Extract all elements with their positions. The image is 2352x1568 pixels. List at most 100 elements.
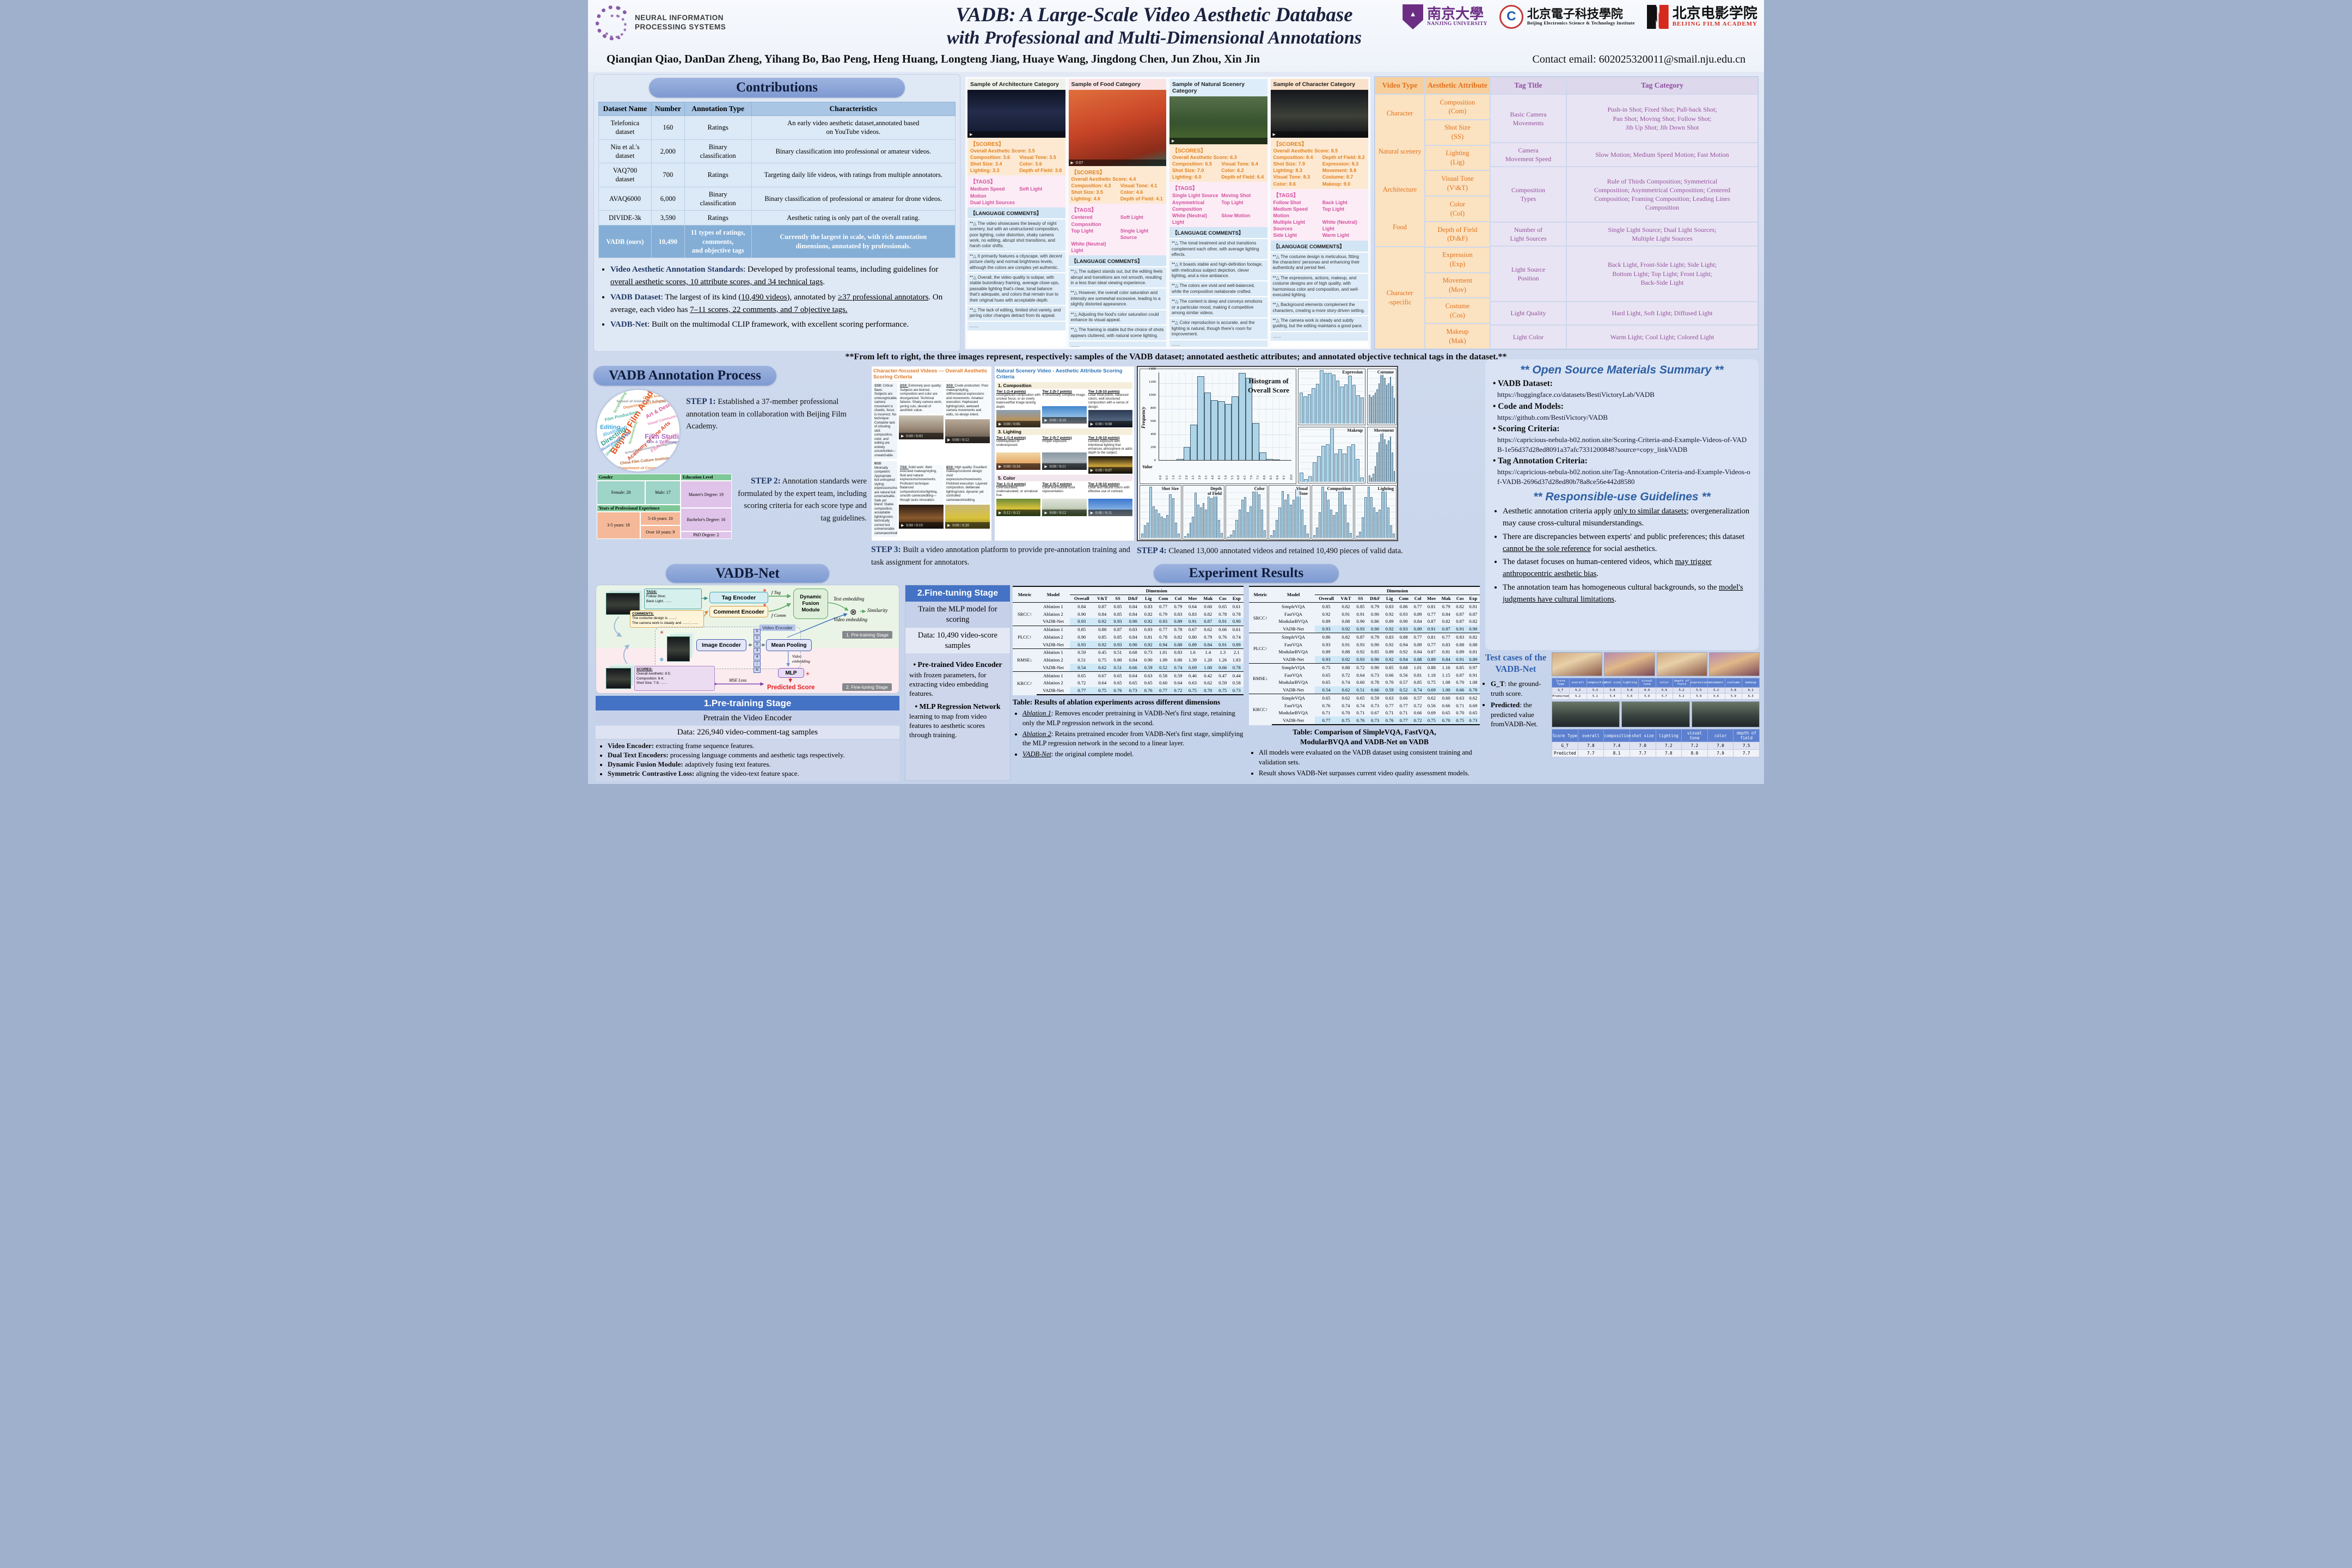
tier-label: Tier 1 (1-4 points) — [996, 436, 1026, 440]
histogram-bar — [1373, 474, 1374, 482]
open-source-item: • Tag Annotation Criteria: https://capric… — [1493, 456, 1751, 486]
value-cell: 0.58 — [1155, 671, 1172, 679]
tag-item — [1019, 199, 1062, 206]
sample-category-title: Sample of Character Category — [1270, 79, 1368, 90]
sample-category-title: Sample of Food Category — [1068, 79, 1166, 90]
criteria-text: 8/10: High quality: Excellent makeup/cos… — [945, 464, 990, 504]
value-cell: 0.63 — [1141, 671, 1155, 679]
score-cell: 5.5 — [1690, 687, 1708, 694]
tag-category-cell: Rule of Thirds Composition; Symmetrical … — [1566, 167, 1758, 223]
value-cell: 0.87 — [1456, 611, 1465, 617]
histogram-bar — [1227, 537, 1230, 538]
value-cell: 0.54 — [1315, 686, 1338, 694]
histogram-bar — [1313, 535, 1316, 538]
score-cell: 7.2 — [1655, 742, 1682, 750]
x-tick: 5.0 — [1224, 475, 1228, 480]
histogram-bar — [1301, 510, 1303, 538]
tag-item: Warm Light — [1322, 232, 1349, 238]
value-cell: 0.79 — [1367, 602, 1383, 611]
finetuning-subtitle: Train the MLP model for scoring — [905, 602, 1010, 628]
histogram-bar — [1367, 487, 1370, 538]
value-cell: 0.90 — [1077, 634, 1086, 640]
frame-index: 0 — [754, 629, 761, 635]
result-row: ModularBVQA 0.71 0.70 0.71 0.67 0.71 0.71 0.66 0… — [1249, 709, 1480, 717]
responsible-use-title: ** Responsible-use Guidelines ** — [1533, 491, 1711, 504]
character-scoring-criteria-panel: Character-focused Videos --- Overall Aes… — [871, 366, 992, 541]
similarity-label: Similarity — [867, 608, 888, 614]
play-icon: ▶ — [947, 523, 951, 528]
histogram-bar — [1245, 378, 1253, 460]
gender-header: Gender — [597, 474, 681, 481]
open-source-link[interactable]: https://huggingface.co/datasets/BestiVic… — [1497, 390, 1655, 399]
model-cell: VADB-Net — [1283, 626, 1304, 632]
comment-item: **△ The tonal treatment and shot transit… — [1169, 239, 1267, 260]
criteria-tier: Tier 1 (1-4 points) Oversaturated, unders… — [996, 482, 1041, 516]
value-cell: 0.65 — [1322, 679, 1331, 685]
attribute-cell: Visual Tone (V\&T) — [1425, 170, 1490, 197]
score-cell: 7.2 — [1681, 742, 1708, 750]
model-cell: FastVQA — [1284, 641, 1302, 647]
tag-title-cell: Light Quality — [1490, 301, 1566, 326]
video-embedding-label: Video embedding — [834, 617, 868, 622]
value-cell: 0.85 — [1113, 611, 1122, 617]
play-icon: ▶ — [1070, 161, 1074, 165]
value-cell: 0.59 — [1367, 694, 1383, 702]
model-cell: VADB-Net — [1271, 716, 1315, 726]
value-cell: 0.85 — [1371, 649, 1380, 655]
value-cell: 0.59 — [1141, 664, 1155, 672]
value-cell: 0.77 — [1155, 687, 1172, 696]
value-cell: 0.84 — [1069, 602, 1094, 611]
comment-item: **△ The costume design is meticulous, fi… — [1270, 252, 1368, 273]
histogram-bar — [1389, 525, 1392, 538]
criteria-section: 5. Color Tier 1 (1-4 points) Oversaturated… — [996, 474, 1132, 516]
dynamic-fusion-module-box: Dynamic Fusion Module — [793, 589, 828, 619]
histogram-bar — [1141, 534, 1144, 538]
open-source-item: • Scoring Criteria: https://capricious-ne… — [1493, 424, 1751, 454]
video-player-bar: ▶ 0:00 / 0:10 — [1042, 417, 1087, 424]
authors-row: Qianqian Qiao, DanDan Zheng, Yihang Bo, … — [588, 52, 1764, 66]
value-cell: 0.76 — [1383, 716, 1396, 726]
histogram-bar — [1315, 383, 1320, 424]
value-cell: 0.64 — [1185, 602, 1200, 611]
histogram-bar — [1348, 375, 1352, 424]
open-source-link[interactable]: https://capricious-nebula-b02.notion.sit… — [1497, 436, 1747, 454]
score-item: Composition: 4.3 — [1071, 183, 1111, 188]
value-cell: 1.83 — [1232, 657, 1241, 663]
attribute-histogram: Makeup — [1298, 427, 1365, 483]
histogram-bar — [1373, 395, 1374, 424]
nju-name-en: NANJING UNIVERSITY — [1427, 21, 1487, 27]
open-source-link[interactable]: https://github.com/BestiVictory/VADB — [1497, 413, 1608, 421]
value-cell: 0.71 — [1399, 710, 1408, 716]
histogram-bar — [1392, 386, 1393, 424]
test-video-thumbnail — [1552, 701, 1620, 727]
tier-label: Tier 1 (1-4 points) — [996, 482, 1026, 486]
histogram-bar — [1380, 374, 1382, 424]
treemap-left: Gender Female: 20 Male: 17 Years of Prof… — [597, 474, 681, 540]
value-cell: 0.84 — [1413, 649, 1422, 655]
frame-index-column: 0 1 2 3 4 ⋮ N — [754, 629, 761, 673]
histogram-bar — [1384, 489, 1387, 538]
histogram-bar — [1192, 516, 1195, 538]
histogram-bar — [1306, 534, 1309, 538]
contribution-bullet: Video Aesthetic Annotation Standards: De… — [610, 264, 953, 289]
tags-heading: 【TAGS】 — [970, 179, 996, 186]
histogram-bar — [1174, 522, 1177, 538]
open-source-link[interactable]: https://capricious-nebula-b02.notion.sit… — [1497, 468, 1750, 486]
histogram-bar — [1324, 492, 1327, 538]
score-cell: 5.6 — [1707, 693, 1725, 700]
play-icon: ▶ — [999, 510, 1002, 515]
test-cases-definitions: G_T: the ground-truth score. Predicted: t… — [1491, 679, 1548, 729]
histogram-bar — [1281, 491, 1284, 538]
histogram-bar — [1183, 447, 1191, 460]
value-cell: 0.91 — [1453, 625, 1467, 633]
result-row: VADB-Net 0.93 0.92 0.93 0.90 0.92 0.93 0.89 0.91… — [1013, 617, 1244, 626]
table-cell: 10,490 — [651, 225, 685, 258]
tag-title-header: Tag Title — [1490, 77, 1566, 94]
value-cell: 0.83 — [1453, 633, 1467, 641]
histogram-bar — [1230, 535, 1233, 538]
criteria-text: 6/10: Minimally competent: Appropriate b… — [873, 461, 897, 537]
value-cell: 0.91 — [1356, 611, 1365, 617]
value-cell: 0.82 — [1144, 611, 1153, 617]
tier-video-thumbnail: ▶ 0:00 / 0:11 — [1042, 452, 1087, 470]
result-row: Ablation 2 0.72 0.64 0.65 0.65 0.65 0.60 0.64 0.… — [1013, 679, 1244, 687]
